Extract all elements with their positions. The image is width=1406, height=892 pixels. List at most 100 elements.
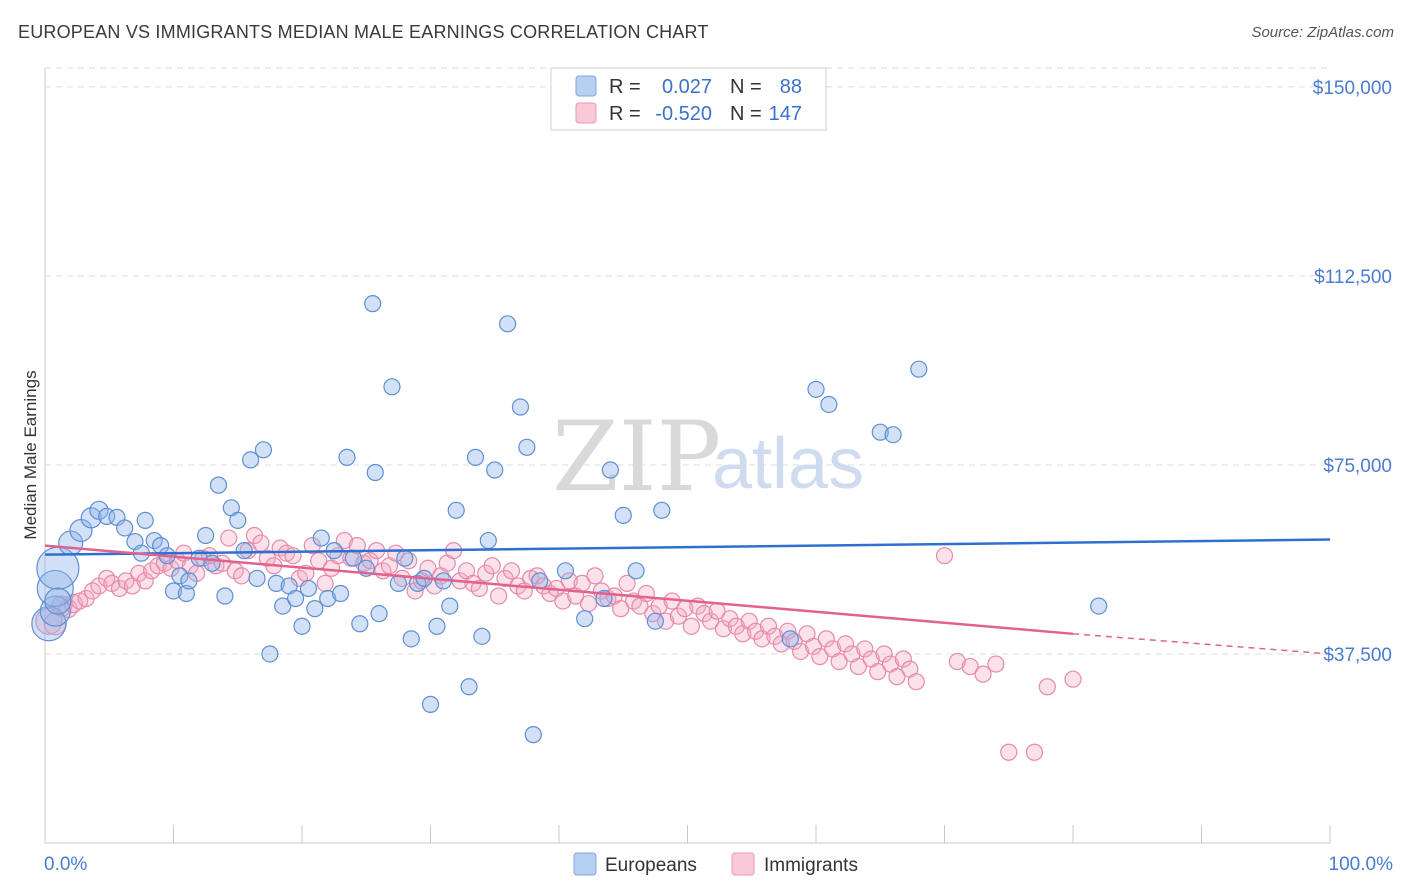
chart-title: EUROPEAN VS IMMIGRANTS MEDIAN MALE EARNI… [18, 22, 709, 42]
legend-n-label-immigrants: N = [730, 103, 762, 125]
europeans-point [910, 360, 928, 378]
immigrants-point [335, 531, 354, 550]
immigrants-point [817, 630, 835, 648]
immigrants-point [682, 617, 700, 635]
europeans-point [216, 587, 234, 605]
europeans-point [518, 438, 536, 456]
legend-swatch-immigrants [575, 102, 597, 124]
watermark-atlas: atlas [712, 424, 864, 504]
europeans-point [80, 507, 102, 529]
europeans-point [524, 726, 542, 744]
europeans-point [473, 627, 491, 645]
immigrants-point [948, 652, 966, 671]
legend-r-label-europeans: R = [609, 76, 641, 98]
immigrants-point [316, 574, 334, 593]
immigrants-point [387, 544, 405, 562]
immigrants-point [1000, 743, 1018, 761]
europeans-point [389, 574, 407, 593]
europeans-point [460, 678, 478, 696]
immigrants-point [502, 562, 521, 580]
immigrants-point [907, 673, 925, 691]
europeans-point [653, 501, 671, 519]
immigrants-point [586, 567, 604, 585]
europeans-point [1090, 597, 1108, 615]
europeans-point [627, 562, 645, 580]
bottom-legend-immigrants: Immigrants [764, 855, 858, 876]
europeans-point [351, 615, 369, 633]
europeans-point [614, 506, 632, 524]
europeans-point [428, 617, 446, 635]
immigrants-point [961, 657, 979, 676]
watermark-zip: ZIP [552, 401, 721, 513]
immigrants-point [836, 635, 855, 653]
europeans-point [116, 519, 134, 537]
legend-n-label-europeans: N = [730, 76, 762, 98]
europeans-point [267, 574, 285, 593]
europeans-point [203, 554, 221, 572]
europeans-point [366, 463, 384, 482]
immigrants-point [618, 574, 636, 593]
immigrants-point [560, 572, 578, 590]
europeans-point [171, 567, 189, 585]
europeans-point [576, 610, 594, 628]
immigrants-point [284, 547, 302, 565]
immigrants-point [419, 559, 437, 577]
europeans-point [197, 526, 215, 545]
immigrants-point [856, 640, 874, 658]
europeans-point [402, 630, 420, 648]
europeans-point [254, 441, 273, 459]
europeans-point [820, 395, 838, 414]
legend-r-value-europeans: 0.027 [662, 76, 712, 98]
europeans-point [306, 600, 324, 618]
immigrants-point [579, 594, 598, 613]
europeans-point [242, 451, 260, 469]
europeans-point [646, 612, 664, 630]
europeans-point [441, 597, 459, 615]
y-tick-label-1: $75,000 [1323, 456, 1392, 477]
immigrants-point [136, 572, 154, 590]
immigrants-point [935, 547, 954, 565]
immigrants-point [702, 612, 720, 630]
europeans-point [235, 542, 253, 560]
europeans-point [331, 584, 350, 603]
europeans-point [261, 645, 279, 663]
immigrants-point [252, 534, 270, 552]
immigrants-point [894, 650, 912, 668]
europeans-trend-line [44, 538, 1331, 556]
europeans-point [511, 398, 530, 416]
europeans-point [286, 589, 305, 608]
europeans-point [871, 423, 889, 441]
legend-n-value-immigrants: 147 [769, 103, 802, 125]
immigrants-point [791, 642, 810, 661]
legend-r-label-immigrants: R = [609, 103, 641, 125]
europeans-point [499, 315, 517, 333]
watermark: ZIP atlas [552, 401, 864, 513]
bottom-legend: Europeans Immigrants [573, 852, 858, 876]
europeans-point [466, 448, 485, 466]
europeans-point [486, 461, 504, 479]
europeans-point [421, 695, 440, 713]
immigrants-point [35, 607, 63, 635]
europeans-point [807, 380, 825, 398]
immigrants-point [759, 617, 778, 635]
immigrants-point [554, 592, 572, 610]
europeans-point [319, 589, 337, 608]
immigrants-point [220, 529, 238, 547]
immigrants-point [239, 542, 257, 560]
europeans-points [31, 295, 1108, 744]
immigrants-point [875, 645, 893, 663]
europeans-point [209, 476, 228, 494]
trend-lines [44, 538, 1331, 655]
legend-swatch-europeans [575, 75, 597, 97]
immigrants-trend-line [44, 544, 1074, 636]
europeans-point [229, 511, 247, 529]
europeans-point [248, 569, 266, 587]
immigrants-point [974, 665, 992, 683]
immigrants-point [612, 600, 630, 618]
europeans-point [164, 582, 183, 600]
europeans-point [338, 448, 356, 466]
legend-n-value-europeans: 88 [780, 76, 802, 98]
immigrants-point [348, 537, 366, 555]
bottom-legend-swatch-europeans [573, 852, 597, 876]
immigrants-point [714, 620, 733, 638]
